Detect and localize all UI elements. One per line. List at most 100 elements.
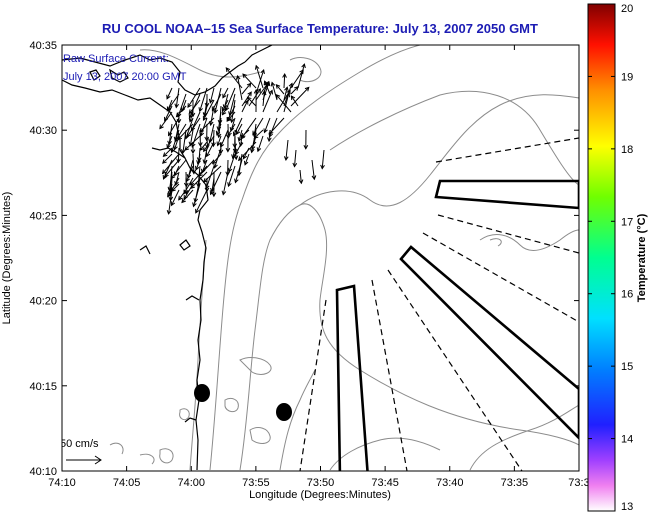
current-vector	[261, 90, 267, 107]
current-vector	[185, 165, 194, 183]
current-vector	[236, 123, 243, 136]
current-vector	[208, 87, 215, 104]
current-vector	[268, 117, 285, 135]
current-vector	[205, 165, 215, 190]
current-vector	[256, 135, 264, 153]
current-vector	[253, 129, 264, 139]
current-vector	[237, 141, 257, 162]
current-vector	[191, 153, 197, 175]
current-vector	[263, 117, 271, 134]
annotation-line-1: Raw Surface Current:	[63, 53, 169, 65]
colorbar-tick-label: 18	[621, 144, 633, 156]
current-vector	[275, 94, 292, 113]
dredge-dot	[276, 403, 292, 421]
current-vector	[202, 99, 215, 121]
current-vector	[270, 81, 278, 101]
current-vector	[162, 147, 173, 158]
current-vector	[254, 64, 264, 89]
x-tick-label: 73:3	[568, 477, 589, 489]
sampling-area-north	[434, 179, 579, 210]
current-vector	[240, 117, 257, 140]
current-vector	[204, 177, 210, 193]
x-ticks: 74:10 74:05 74:00 73:55 73:50 73:45 73:40 73:35…	[48, 45, 590, 489]
current-vector	[166, 93, 180, 112]
current-vector	[242, 73, 257, 89]
current-vector	[181, 189, 194, 204]
current-vector	[297, 63, 306, 89]
current-vector	[235, 74, 243, 101]
scale-label: 50 cm/s	[60, 438, 99, 450]
current-vector	[227, 123, 236, 137]
x-tick-label: 73:35	[501, 477, 529, 489]
current-vector	[241, 99, 249, 113]
current-vector	[166, 135, 173, 149]
colorbar-tick-label: 15	[621, 361, 633, 373]
current-vector	[184, 135, 201, 151]
current-vector	[161, 153, 180, 175]
x-tick-label: 73:40	[436, 477, 464, 489]
x-tick-label: 73:50	[307, 477, 335, 489]
colorbar-tick-label: 19	[621, 71, 633, 83]
y-ticks: 40:35 40:30 40:25 40:20 40:15 40:10	[29, 40, 579, 478]
y-axis-label: Latitude (Degrees:Minutes)	[1, 192, 13, 325]
current-vector	[168, 117, 180, 137]
current-vector	[219, 129, 229, 148]
current-vector	[202, 147, 208, 165]
current-vector	[195, 189, 208, 214]
current-vector	[290, 95, 299, 107]
current-vector	[190, 171, 208, 190]
current-vector	[170, 189, 180, 207]
x-tick-label: 74:10	[48, 477, 76, 489]
current-vector	[170, 159, 187, 180]
current-vector	[283, 92, 291, 113]
current-vector	[188, 99, 201, 115]
current-vector	[320, 149, 325, 170]
scale-arrow	[66, 455, 102, 465]
current-vector	[303, 129, 309, 150]
current-vector	[177, 123, 194, 141]
y-tick-label: 40:35	[29, 40, 57, 52]
current-vector	[290, 86, 310, 107]
current-vector	[226, 111, 236, 122]
current-vector	[234, 141, 243, 156]
annotation-line-2: July 13, 2007 20:00 GMT	[63, 71, 187, 83]
current-vector	[198, 159, 215, 177]
current-vector	[174, 87, 180, 109]
current-vector	[187, 87, 201, 109]
x-axis-label: Longitude (Degrees:Minutes)	[249, 489, 391, 501]
dashed-transects	[299, 137, 579, 471]
current-vector	[164, 159, 180, 178]
current-vector	[171, 183, 180, 192]
x-tick-label: 74:00	[177, 477, 205, 489]
x-tick-label: 73:45	[371, 477, 399, 489]
x-tick-label: 74:05	[113, 477, 141, 489]
current-vector	[224, 87, 236, 112]
current-vector	[162, 153, 173, 164]
current-vector	[243, 153, 250, 166]
current-vector	[180, 129, 187, 155]
y-tick-label: 40:30	[29, 125, 57, 137]
y-tick-label: 40:10	[29, 466, 57, 478]
current-vector	[282, 73, 287, 89]
current-vector	[227, 165, 236, 188]
y-tick-label: 40:15	[29, 381, 57, 393]
current-vector	[209, 171, 222, 196]
chart-title: RU COOL NOAA–15 Sea Surface Temperature:…	[102, 21, 538, 36]
sampling-area-east	[399, 245, 579, 440]
sampling-area-south	[335, 284, 369, 471]
current-vector	[159, 111, 173, 130]
current-vector	[199, 141, 208, 151]
current-vector	[246, 96, 257, 107]
current-vector	[262, 89, 274, 113]
current-vector	[199, 117, 208, 137]
map-area: Raw Surface Current: July 13, 2007 20:00…	[60, 45, 579, 471]
sampling-areas	[335, 179, 579, 471]
current-vector	[222, 87, 229, 99]
current-vector	[199, 117, 215, 133]
dredge-dot	[194, 384, 210, 402]
current-vector	[225, 135, 231, 153]
current-vector	[192, 183, 201, 208]
y-tick-label: 40:25	[29, 210, 57, 222]
current-vector	[241, 82, 252, 95]
